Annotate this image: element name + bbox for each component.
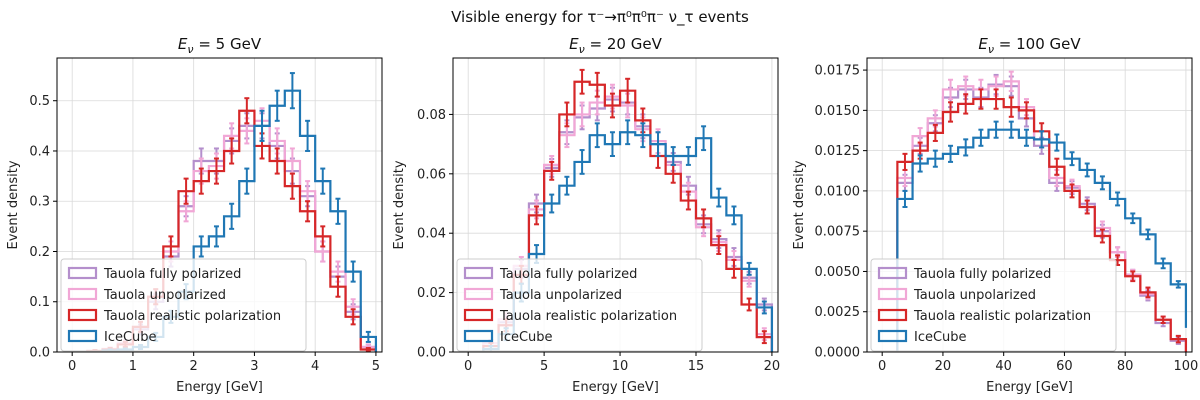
y-tick-label: 0.0075 <box>815 225 861 240</box>
chart-panel-1: 0 1 2 3 4 5 0.0 0.1 0.2 0.3 0.4 0.5 Energy [GeV] Even… <box>6 35 383 395</box>
x-tick-label: 5 <box>540 359 548 374</box>
figure-title: Visible energy for τ⁻→π⁰π⁰π⁻ ν_τ events <box>451 8 749 27</box>
y-tick-label: 0.04 <box>417 227 446 242</box>
legend-entry: Tauola unpolarized <box>913 288 1036 303</box>
x-tick-label: 20 <box>935 359 952 374</box>
legend-swatch <box>463 308 494 322</box>
x-tick-label: 0 <box>878 359 886 374</box>
legend-swatch <box>463 287 494 301</box>
legend-entry: Tauola unpolarized <box>499 288 622 303</box>
legend: Tauola fully polarized Tauola unpolarized… <box>60 258 307 352</box>
legend-entry: IceCube <box>500 330 553 345</box>
panel-title-subscript: ν <box>187 43 193 56</box>
y-tick-label: 0.0000 <box>815 346 861 361</box>
y-tick-label: 0.1 <box>29 295 50 310</box>
y-axis-label: Event density <box>392 160 407 249</box>
x-tick-label: 20 <box>764 359 781 374</box>
legend-entry: Tauola unpolarized <box>103 288 226 303</box>
panel-title-base: E <box>569 35 579 53</box>
legend-entry: IceCube <box>104 330 157 345</box>
y-axis-label: Event density <box>6 160 21 249</box>
x-tick-label: 0 <box>68 359 76 374</box>
y-tick-label: 0.0100 <box>815 184 861 199</box>
legend-entry: IceCube <box>914 330 967 345</box>
legend-box <box>60 258 307 352</box>
x-tick-label: 10 <box>612 359 629 374</box>
legend-swatch <box>463 329 494 343</box>
panel-title: Eν = 20 GeV <box>569 35 662 56</box>
x-tick-label: 3 <box>250 359 258 374</box>
x-tick-label: 100 <box>1174 359 1199 374</box>
legend: Tauola fully polarized Tauola unpolarized… <box>870 258 1117 352</box>
legend-entry: Tauola fully polarized <box>103 267 241 282</box>
panel-title-subscript: ν <box>579 43 585 56</box>
legend-swatch <box>67 287 98 301</box>
legend-swatch <box>877 287 908 301</box>
x-tick-label: 15 <box>688 359 705 374</box>
x-tick-label: 80 <box>1117 359 1134 374</box>
x-tick-label: 2 <box>190 359 198 374</box>
panel-title-subscript: ν <box>988 43 994 56</box>
y-tick-label: 0.0125 <box>815 144 861 159</box>
legend-swatch <box>67 329 98 343</box>
legend-entry: Tauola realistic polarization <box>499 309 677 324</box>
x-axis-label: Energy [GeV] <box>986 380 1073 395</box>
panel-title-rest: = 20 GeV <box>585 35 663 53</box>
y-tick-label: 0.4 <box>29 144 50 159</box>
y-tick-label: 0.06 <box>417 167 446 182</box>
legend-swatch <box>877 329 908 343</box>
panel-title-rest: = 100 GeV <box>994 35 1081 53</box>
y-axis-label: Event density <box>792 160 807 249</box>
x-tick-label: 4 <box>311 359 319 374</box>
axes-frame <box>56 57 383 353</box>
legend-entry: Tauola realistic polarization <box>103 309 281 324</box>
x-tick-label: 5 <box>372 359 380 374</box>
y-tick-label: 0.02 <box>417 286 446 301</box>
y-tick-label: 0.3 <box>29 195 50 210</box>
legend-box <box>456 258 703 352</box>
axes-frame <box>452 57 779 353</box>
panel-title-base: E <box>978 35 988 53</box>
legend-swatch <box>877 308 908 322</box>
legend-entry: Tauola realistic polarization <box>913 309 1091 324</box>
y-tick-label: 0.0 <box>29 346 50 361</box>
y-tick-label: 0.08 <box>417 108 446 123</box>
y-tick-label: 0.0175 <box>815 64 861 79</box>
x-tick-label: 1 <box>129 359 137 374</box>
legend-swatch <box>67 266 98 280</box>
y-tick-label: 0.0050 <box>815 265 861 280</box>
x-axis-label: Energy [GeV] <box>572 380 659 395</box>
y-tick-label: 0.2 <box>29 245 50 260</box>
axes-frame <box>866 57 1193 353</box>
panel-title-rest: = 5 GeV <box>194 35 262 53</box>
y-tick-label: 0.00 <box>417 346 446 361</box>
legend-entry: Tauola fully polarized <box>499 267 637 282</box>
legend-swatch <box>67 308 98 322</box>
y-tick-label: 0.0025 <box>815 305 861 320</box>
legend-box <box>870 258 1117 352</box>
chart-panel-3: 0 20 40 60 80 100 0.0000 0.0025 0.0050 0.0075 0.01… <box>792 35 1199 395</box>
chart-panel-2: 0 5 10 15 20 0.00 0.02 0.04 0.06 0.08 Energy [GeV]… <box>392 35 780 395</box>
y-tick-label: 0.0150 <box>815 104 861 119</box>
legend-swatch <box>877 266 908 280</box>
plot-area <box>882 70 1188 352</box>
x-axis-label: Energy [GeV] <box>176 380 263 395</box>
legend-swatch <box>463 266 494 280</box>
y-tick-label: 0.5 <box>29 94 50 109</box>
series-line-3 <box>896 97 1188 352</box>
x-tick-label: 40 <box>995 359 1012 374</box>
x-tick-label: 60 <box>1056 359 1073 374</box>
panel-title: Eν = 100 GeV <box>978 35 1081 56</box>
legend: Tauola fully polarized Tauola unpolarized… <box>456 258 703 352</box>
x-tick-label: 0 <box>464 359 472 374</box>
legend-entry: Tauola fully polarized <box>913 267 1051 282</box>
panel-title: Eν = 5 GeV <box>178 35 262 56</box>
panel-title-base: E <box>178 35 188 53</box>
